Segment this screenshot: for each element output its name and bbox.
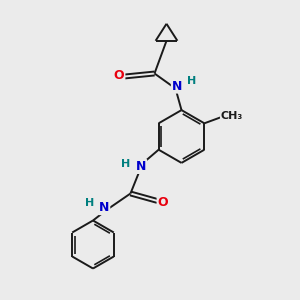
Text: N: N: [99, 201, 109, 214]
Text: H: H: [122, 159, 130, 169]
Text: H: H: [85, 198, 94, 208]
Text: N: N: [172, 80, 182, 93]
Text: N: N: [136, 160, 146, 173]
Text: H: H: [188, 76, 196, 86]
Text: O: O: [158, 196, 168, 209]
Text: CH₃: CH₃: [221, 111, 243, 121]
Text: O: O: [114, 69, 124, 82]
